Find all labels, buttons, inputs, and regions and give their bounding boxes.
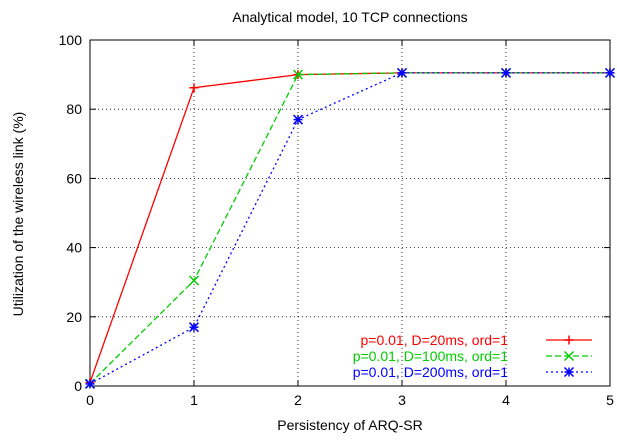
data-point	[188, 322, 200, 333]
series-3	[84, 67, 616, 389]
plot-frame	[89, 39, 611, 387]
y-tick-label: 20	[66, 309, 82, 325]
series-2	[84, 67, 616, 389]
x-tick-label: 5	[606, 392, 614, 408]
legend: p=0.01, D=20ms, ord=1p=0.01, D=100ms, or…	[353, 332, 592, 380]
series-layer	[84, 67, 616, 389]
series-1	[85, 68, 615, 388]
x-tick-label: 3	[398, 392, 406, 408]
legend-marker-2	[563, 350, 575, 362]
x-axis-label: Persistency of ARQ-SR	[277, 417, 423, 433]
data-point	[292, 114, 304, 125]
legend-label-3: p=0.01, D=200ms, ord=1	[353, 364, 508, 380]
chart-title: Analytical model, 10 TCP connections	[232, 9, 467, 25]
grid-lines	[90, 40, 610, 386]
series-line-3	[89, 72, 610, 385]
legend-marker-1	[564, 335, 574, 345]
data-point	[396, 67, 408, 78]
x-tick-label: 4	[502, 392, 510, 408]
data-point	[500, 67, 512, 78]
x-tick-label: 2	[294, 392, 302, 408]
series-line-1	[89, 72, 610, 383]
data-point	[189, 83, 199, 93]
legend-label-2: p=0.01, D=100ms, ord=1	[353, 348, 508, 364]
legend-marker-3	[563, 366, 575, 378]
x-tick-label: 1	[190, 392, 198, 408]
y-tick-label: 60	[66, 170, 82, 186]
data-point	[292, 69, 304, 80]
data-point	[188, 275, 200, 286]
data-point	[604, 67, 616, 78]
y-tick-label: 40	[66, 240, 82, 256]
y-axis-label: Utilization of the wireless link (%)	[10, 112, 26, 317]
legend-label-1: p=0.01, D=20ms, ord=1	[361, 332, 509, 348]
x-tick-label: 0	[86, 392, 94, 408]
y-tick-label: 0	[74, 378, 82, 394]
axis-ticks: 0 1 2 3 4 5 0 20 40 60 80 100	[59, 32, 614, 408]
series-line-2	[89, 72, 610, 385]
y-tick-label: 80	[66, 101, 82, 117]
y-tick-label: 100	[59, 32, 83, 48]
data-point	[84, 378, 96, 389]
